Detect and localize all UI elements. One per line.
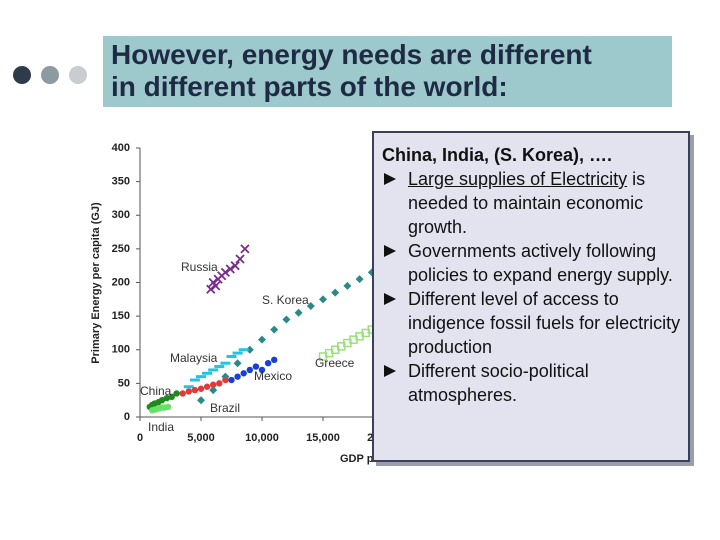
- marker: [245, 345, 254, 354]
- marker: [235, 254, 245, 264]
- marker: [210, 381, 217, 388]
- marker: [211, 281, 221, 291]
- marker: [214, 365, 225, 369]
- marker: [252, 363, 260, 370]
- bullet: Governments actively following policies …: [382, 239, 682, 287]
- marker: [179, 390, 186, 397]
- decor-dot: [69, 66, 87, 84]
- decor-dot: [41, 66, 59, 84]
- marker: [220, 361, 231, 365]
- marker: [164, 403, 172, 411]
- marker: [343, 281, 352, 290]
- y-tick-label: 150: [112, 310, 130, 322]
- bullet-list: Large supplies of Electricity is needed …: [382, 167, 682, 407]
- x-tick-label: 5,000: [187, 432, 215, 444]
- marker: [220, 267, 231, 278]
- y-axis-label: Primary Energy per capita (GJ): [90, 202, 102, 364]
- y-tick-label: 300: [112, 209, 130, 221]
- marker: [271, 356, 278, 364]
- marker: [306, 302, 315, 311]
- marker: [232, 351, 243, 355]
- marker: [173, 390, 180, 397]
- bullet-emphasis: Large supplies of Electricity: [408, 169, 628, 189]
- x-tick-label: 10,000: [245, 432, 279, 444]
- series-label: Brazil: [210, 401, 240, 415]
- marker: [233, 359, 242, 368]
- marker: [331, 288, 340, 297]
- marker: [234, 373, 241, 380]
- marker: [185, 388, 192, 395]
- y-tick-label: 250: [112, 243, 130, 255]
- slide-title: However, energy needs are different in d…: [103, 36, 672, 107]
- text-box: China, India, (S. Korea), …. Large suppl…: [372, 131, 690, 462]
- series-label: Greece: [315, 356, 355, 370]
- marker: [319, 295, 327, 304]
- series-label: Mexico: [254, 369, 292, 383]
- marker: [216, 380, 223, 387]
- marker: [240, 370, 247, 377]
- marker: [258, 335, 266, 344]
- marker: [355, 275, 364, 284]
- y-tick-label: 0: [124, 411, 130, 423]
- y-tick-label: 200: [112, 276, 130, 288]
- marker: [228, 376, 235, 384]
- y-tick-label: 350: [112, 176, 130, 188]
- y-tick-label: 100: [112, 344, 130, 356]
- marker: [197, 385, 205, 392]
- bullet-text: Different level of access to indigence f…: [408, 289, 681, 357]
- marker: [168, 393, 175, 401]
- marker: [183, 385, 194, 389]
- title-line: However, energy needs are different: [111, 39, 592, 70]
- marker: [196, 375, 206, 379]
- y-tick-label: 400: [112, 142, 130, 154]
- box-heading: China, India, (S. Korea), ….: [382, 145, 613, 165]
- series-label: Russia: [181, 260, 218, 274]
- marker: [163, 394, 171, 402]
- series-label: India: [148, 420, 174, 434]
- marker: [189, 378, 200, 382]
- bullet: Different level of access to indigence f…: [382, 287, 682, 359]
- marker: [264, 360, 272, 367]
- bullet: Large supplies of Electricity is needed …: [382, 167, 682, 239]
- marker: [197, 396, 205, 405]
- marker: [225, 264, 235, 274]
- marker: [258, 366, 266, 374]
- bullet-text: Governments actively following policies …: [408, 241, 673, 285]
- series-label: Malaysia: [170, 351, 218, 365]
- marker: [230, 261, 240, 271]
- marker: [203, 383, 211, 390]
- series-label: China: [140, 384, 172, 398]
- marker: [222, 376, 229, 384]
- marker: [226, 354, 237, 358]
- bullet-text: is needed to maintain economic growth.: [408, 169, 646, 237]
- marker: [246, 366, 253, 374]
- marker: [238, 348, 249, 352]
- marker: [209, 386, 218, 395]
- bullet: Different socio-political atmospheres.: [382, 359, 682, 407]
- x-tick-label: 0: [137, 432, 143, 444]
- title-line: in different parts of the world:: [111, 71, 508, 102]
- marker: [202, 371, 213, 375]
- marker: [270, 325, 279, 334]
- marker: [158, 396, 166, 404]
- marker: [208, 368, 219, 372]
- marker: [294, 308, 303, 317]
- x-tick-label: 15,000: [306, 432, 340, 444]
- marker: [282, 315, 291, 324]
- y-tick-label: 50: [118, 377, 130, 389]
- marker: [240, 244, 250, 254]
- marker: [206, 284, 216, 294]
- bullet-text: Different socio-political atmospheres.: [408, 361, 589, 405]
- decor-dot: [13, 66, 31, 84]
- series-label: S. Korea: [262, 293, 309, 307]
- marker: [191, 386, 199, 394]
